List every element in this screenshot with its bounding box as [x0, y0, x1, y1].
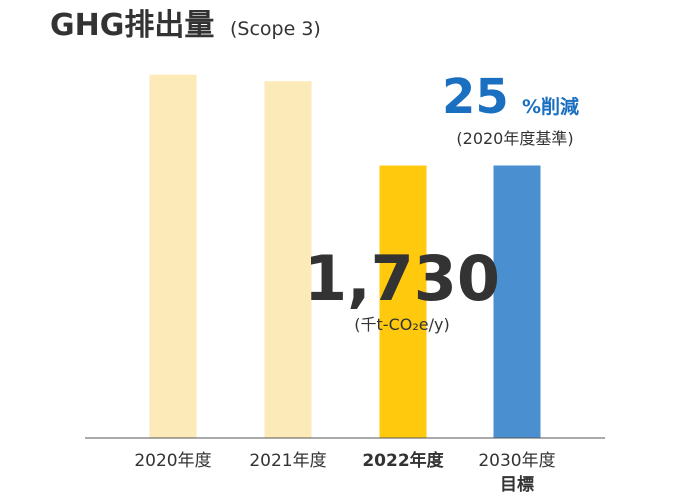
bar-2 — [264, 81, 312, 438]
bar-4 — [493, 165, 541, 438]
highlight-unit: (千t-CO₂e/y) — [354, 315, 449, 334]
x-tick-sublabel-4: 目標 — [500, 474, 534, 495]
bars — [149, 74, 541, 439]
chart-title: GHG排出量 — [50, 8, 214, 43]
reduction-number: 25 — [442, 69, 509, 125]
reduction-label: %削減 — [522, 95, 579, 118]
x-tick-label-1: 2020年度 — [134, 451, 211, 471]
reduction-base: (2020年度基準) — [456, 129, 573, 148]
highlight-value: 1,730 — [304, 242, 500, 315]
chart-subtitle: (Scope 3) — [230, 18, 321, 40]
x-tick-label-4: 2030年度 — [478, 451, 555, 471]
bar-3 — [379, 165, 427, 438]
bar-1 — [149, 74, 197, 439]
x-tick-label-2: 2021年度 — [249, 451, 326, 471]
x-tick-label-3: 2022年度 — [362, 450, 444, 471]
